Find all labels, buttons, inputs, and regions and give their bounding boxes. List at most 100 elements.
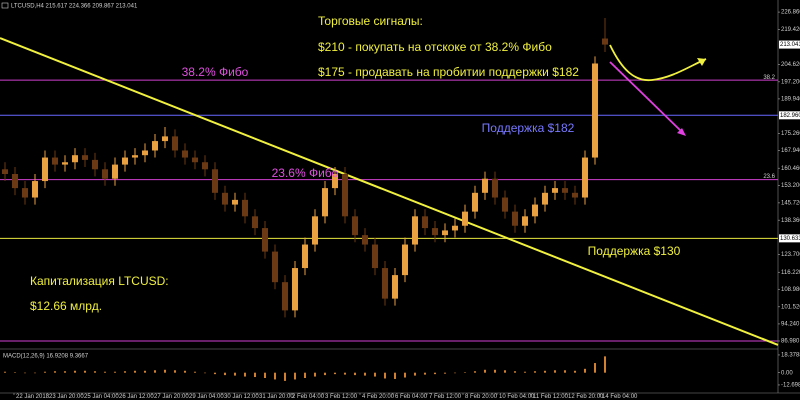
macd-bar — [214, 372, 216, 375]
macd-bar — [434, 372, 436, 375]
sell-arrow — [609, 61, 683, 133]
macd-bar — [14, 372, 16, 373]
price-tag — [779, 234, 800, 243]
level-label: 23.6 — [763, 174, 775, 180]
annotation: $210 - покупать на отскоке от 38.2% Фибо — [318, 40, 552, 54]
y-tick-label: 138.360 — [781, 218, 800, 224]
annotation: Поддержка $182 — [482, 121, 575, 135]
macd-bar — [44, 371, 46, 373]
x-tick-label: 6 Feb 04:00 — [395, 394, 428, 400]
macd-bar — [564, 370, 566, 373]
candle-body — [542, 192, 548, 205]
y-tick-label: 116.220 — [781, 270, 800, 276]
y-tick-label: 160.460 — [781, 166, 800, 172]
macd-bar — [374, 372, 376, 377]
macd-bar — [34, 372, 36, 374]
y-tick-label: 145.720 — [781, 200, 800, 206]
annotation: $175 - продавать на пробитии поддержки $… — [318, 65, 579, 79]
candle-body — [472, 192, 478, 212]
candle-body — [412, 216, 418, 245]
macd-bar — [284, 372, 286, 381]
macd-bar — [554, 370, 556, 373]
macd-bar — [324, 372, 326, 376]
candle-body — [312, 216, 318, 245]
macd-bar — [574, 370, 576, 373]
candle-body — [252, 216, 258, 229]
macd-bar — [234, 372, 236, 376]
macd-bar — [244, 372, 246, 377]
candle-body — [222, 192, 228, 205]
x-tick-label: 27 Jan 20:00 — [154, 394, 189, 400]
macd-bar — [394, 372, 396, 379]
x-tick-label: 4 Feb 20:00 — [362, 394, 395, 400]
candle-body — [292, 268, 298, 311]
candle-body — [172, 136, 178, 151]
macd-bar — [84, 370, 86, 373]
candle-body — [192, 157, 198, 163]
y-tick-label: 153.200 — [781, 183, 800, 189]
macd-bar — [184, 370, 186, 373]
macd-bar — [134, 370, 136, 373]
trendline — [0, 37, 779, 346]
candle-body — [62, 162, 68, 165]
x-tick-label: 29 Jan 04:00 — [189, 394, 224, 400]
macd-bar — [174, 370, 176, 373]
macd-bar — [154, 370, 156, 373]
macd-bar — [504, 370, 506, 373]
x-tick-label: 3 Feb 12:00 — [325, 394, 358, 400]
macd-bar — [474, 371, 476, 373]
price-tag — [779, 40, 800, 49]
candle-body — [382, 268, 388, 299]
macd-y-tick-label: -12.6986 — [781, 383, 800, 389]
candle-body — [562, 188, 568, 193]
macd-bar — [274, 372, 276, 380]
macd-bar — [514, 371, 516, 373]
candle-body — [82, 155, 88, 160]
annotation: Поддержка $130 — [588, 244, 681, 258]
y-tick-label: 226.860 — [781, 10, 800, 16]
macd-bar — [24, 372, 26, 374]
macd-bar — [534, 371, 536, 373]
candle-body — [42, 157, 48, 182]
macd-bar — [594, 363, 596, 373]
x-tick-label: 8 Feb 20:00 — [465, 394, 498, 400]
candle-body — [152, 141, 158, 151]
macd-bar — [484, 369, 486, 373]
macd-bar — [264, 372, 266, 378]
candle-body — [422, 216, 428, 229]
candle-body — [132, 155, 138, 158]
candle-body — [122, 157, 128, 165]
x-tick-label: 31 Jan 20:00 — [259, 394, 294, 400]
macd-title: MACD(12,26,9) 16.9208 9.3667 — [3, 354, 89, 360]
macd-bar — [104, 371, 106, 373]
buy-arrowhead — [697, 58, 706, 66]
macd-bar — [404, 372, 406, 378]
candle-body — [452, 225, 458, 231]
x-tick-label: 11 Feb 12:00 — [533, 394, 569, 400]
macd-bar — [344, 372, 346, 375]
candle-body — [232, 199, 238, 205]
candle-body — [52, 157, 58, 165]
candle-body — [432, 228, 438, 236]
macd-bar — [144, 370, 146, 373]
candle-body — [12, 174, 18, 189]
y-tick-label: 108.980 — [781, 287, 800, 293]
candle-body — [342, 174, 348, 217]
price-tag — [779, 111, 800, 120]
candle-body — [402, 244, 408, 276]
macd-bar — [194, 371, 196, 373]
x-tick-label: 12 Feb 20:00 — [568, 394, 604, 400]
macd-bar — [224, 372, 226, 376]
annotation: 38.2% Фибо — [182, 65, 249, 79]
candle-body — [112, 164, 118, 179]
candle-body — [362, 235, 368, 245]
candle-body — [572, 192, 578, 198]
candle-body — [272, 251, 278, 283]
macd-bar — [314, 372, 316, 377]
candle-body — [522, 216, 528, 226]
x-tick-label: 26 Jan 12:00 — [119, 394, 154, 400]
macd-bar — [254, 372, 256, 378]
macd-bar — [204, 372, 206, 374]
x-tick-label: 23 Jan 20:00 — [49, 394, 84, 400]
